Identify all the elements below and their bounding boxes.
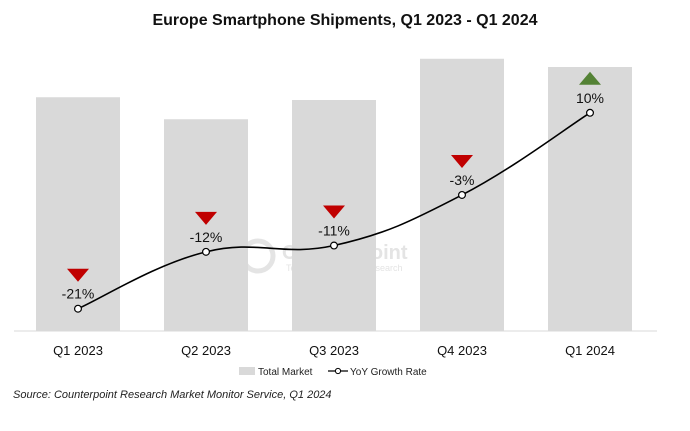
bar-q1-2023 — [36, 97, 120, 331]
down-arrow-icon — [451, 154, 473, 168]
growth-point-q2-2023 — [202, 247, 211, 256]
source-note: Source: Counterpoint Research Market Mon… — [13, 389, 332, 401]
x-tick-label-q1-2023: Q1 2023 — [53, 343, 103, 358]
growth-label-q4-2023: -3% — [450, 172, 475, 188]
down-arrow-icon — [67, 268, 89, 282]
down-arrow-icon — [195, 211, 217, 225]
x-tick-label-q4-2023: Q4 2023 — [437, 343, 487, 358]
legend-label-total-market: Total Market — [258, 367, 313, 378]
legend-marker-yoy — [334, 367, 342, 375]
bar-q2-2023 — [164, 119, 248, 331]
up-arrow-icon — [579, 71, 601, 85]
growth-label-q1-2023: -21% — [62, 286, 95, 302]
growth-point-q3-2023 — [330, 241, 339, 250]
growth-point-q1-2024 — [585, 108, 594, 117]
x-tick-label-q3-2023: Q3 2023 — [309, 343, 359, 358]
bar-q1-2024 — [548, 67, 632, 331]
legend: Total Market YoY Growth Rate — [239, 367, 427, 378]
x-tick-label-q1-2024: Q1 2024 — [565, 343, 615, 358]
growth-point-q4-2023 — [458, 190, 467, 199]
growth-label-q3-2023: -11% — [318, 223, 350, 239]
legend-swatch-total-market — [239, 367, 255, 375]
down-arrow-icon — [323, 205, 345, 219]
growth-point-q1-2023 — [73, 304, 82, 313]
growth-label-q2-2023: -12% — [190, 229, 223, 245]
legend-label-yoy-growth: YoY Growth Rate — [350, 367, 427, 378]
growth-label-q1-2024: 10% — [576, 90, 604, 106]
chart-title: Europe Smartphone Shipments, Q1 2023 - Q… — [152, 12, 538, 29]
x-tick-label-q2-2023: Q2 2023 — [181, 343, 231, 358]
